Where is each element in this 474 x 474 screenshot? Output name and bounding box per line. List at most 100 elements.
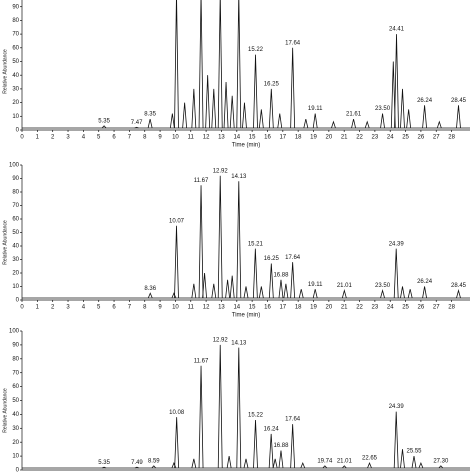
x-tick-label: 24 [387,305,394,311]
peak [341,289,347,299]
peak-label: 14.13 [231,174,247,180]
x-tick-label: 23 [372,305,379,311]
x-tick-label: 25 [402,135,409,141]
peak [411,456,417,469]
peak [400,286,405,299]
x-tick-label: 11 [188,135,195,141]
peak [211,88,217,129]
peak [268,263,274,299]
peak [174,417,180,469]
peak-label: 10.08 [169,410,185,416]
peak-label: 25.55 [406,449,422,455]
y-tick-label: 0 [16,468,20,474]
peak-label: 24.41 [389,27,405,33]
y-axis-title: Relative Abundance [2,49,8,94]
x-tick-label: 4 [82,305,86,311]
y-tick-label: 60 [12,45,19,51]
peak [380,113,385,129]
peak [147,292,153,299]
x-tick-label: 6 [112,135,116,141]
peak [202,272,207,299]
x-tick-label: 7 [128,135,132,141]
peak [191,458,197,469]
x-tick-label: 24 [387,135,394,141]
peak [252,248,258,299]
peak [169,113,175,129]
peak [171,461,177,469]
peak [367,461,372,469]
peak [290,424,296,469]
x-tick-label: 21 [341,305,348,311]
y-tick-label: 40 [12,73,19,79]
peak-label: 26.24 [417,279,433,285]
x-tick-label: 22 [356,135,363,141]
x-tick-label: 11 [188,305,195,311]
x-tick-label: 18 [295,305,302,311]
x-tick-label: 15 [249,135,256,141]
peak [422,286,427,299]
peak [298,289,304,299]
x-tick-label: 9 [158,305,162,311]
peak [436,120,442,129]
x-tick-label: 15 [249,305,256,311]
peak [101,125,107,129]
x-tick-label: 17 [279,305,286,311]
peak [101,466,107,469]
peak-label: 15.22 [248,47,264,53]
peak [229,95,235,129]
x-tick-label: 12 [203,135,210,141]
x-tick-label: 13 [218,135,225,141]
peak [393,248,399,299]
x-tick-label: 22 [356,305,363,311]
peak [331,120,336,129]
peak-label: 10.07 [169,218,185,224]
x-tick-label: 14 [233,135,240,141]
peak-label: 22.65 [362,456,378,462]
peak [242,102,247,129]
peak [217,0,223,129]
peak [400,449,405,469]
peak [258,286,264,299]
peak [303,118,309,129]
peak [198,365,204,469]
peak-label: 21.01 [337,458,353,464]
y-tick-label: 30 [12,86,19,92]
y-tick-label: 20 [12,271,19,277]
peak [407,289,413,299]
peak [236,347,242,469]
x-tick-label: 10 [172,305,179,311]
peak [394,34,399,129]
peak [438,465,444,469]
peak-label: 14.13 [231,340,247,346]
y-tick-label: 100 [9,329,20,335]
y-tick-label: 30 [12,426,19,432]
y-tick-label: 40 [12,412,19,418]
peak-label: 11.67 [194,178,209,184]
x-tick-label: 27 [433,305,440,311]
peak [312,113,318,129]
peak [278,450,284,469]
peak-label: 24.39 [389,404,405,410]
y-tick-label: 40 [12,244,19,250]
peak-label: 16.88 [273,272,289,278]
peak [393,411,399,469]
peak-label: 17.64 [285,40,301,46]
x-tick-label: 19 [310,305,317,311]
peak [278,279,284,299]
peak-label: 23.50 [375,106,391,112]
peak [253,54,258,129]
peak [456,289,461,299]
y-tick-label: 50 [12,230,19,236]
y-tick-label: 80 [12,190,19,196]
y-axis-title: Relative Abundance [2,220,8,265]
peak-label: 28.45 [451,283,467,289]
x-tick-label: 23 [372,135,379,141]
peak-label: 27.30 [433,458,449,464]
y-tick-label: 0 [16,298,20,304]
peak-label: 17.64 [285,417,301,423]
peak [174,0,179,129]
peak [272,458,278,469]
x-tick-label: 20 [326,305,333,311]
x-tick-label: 21 [341,135,348,141]
